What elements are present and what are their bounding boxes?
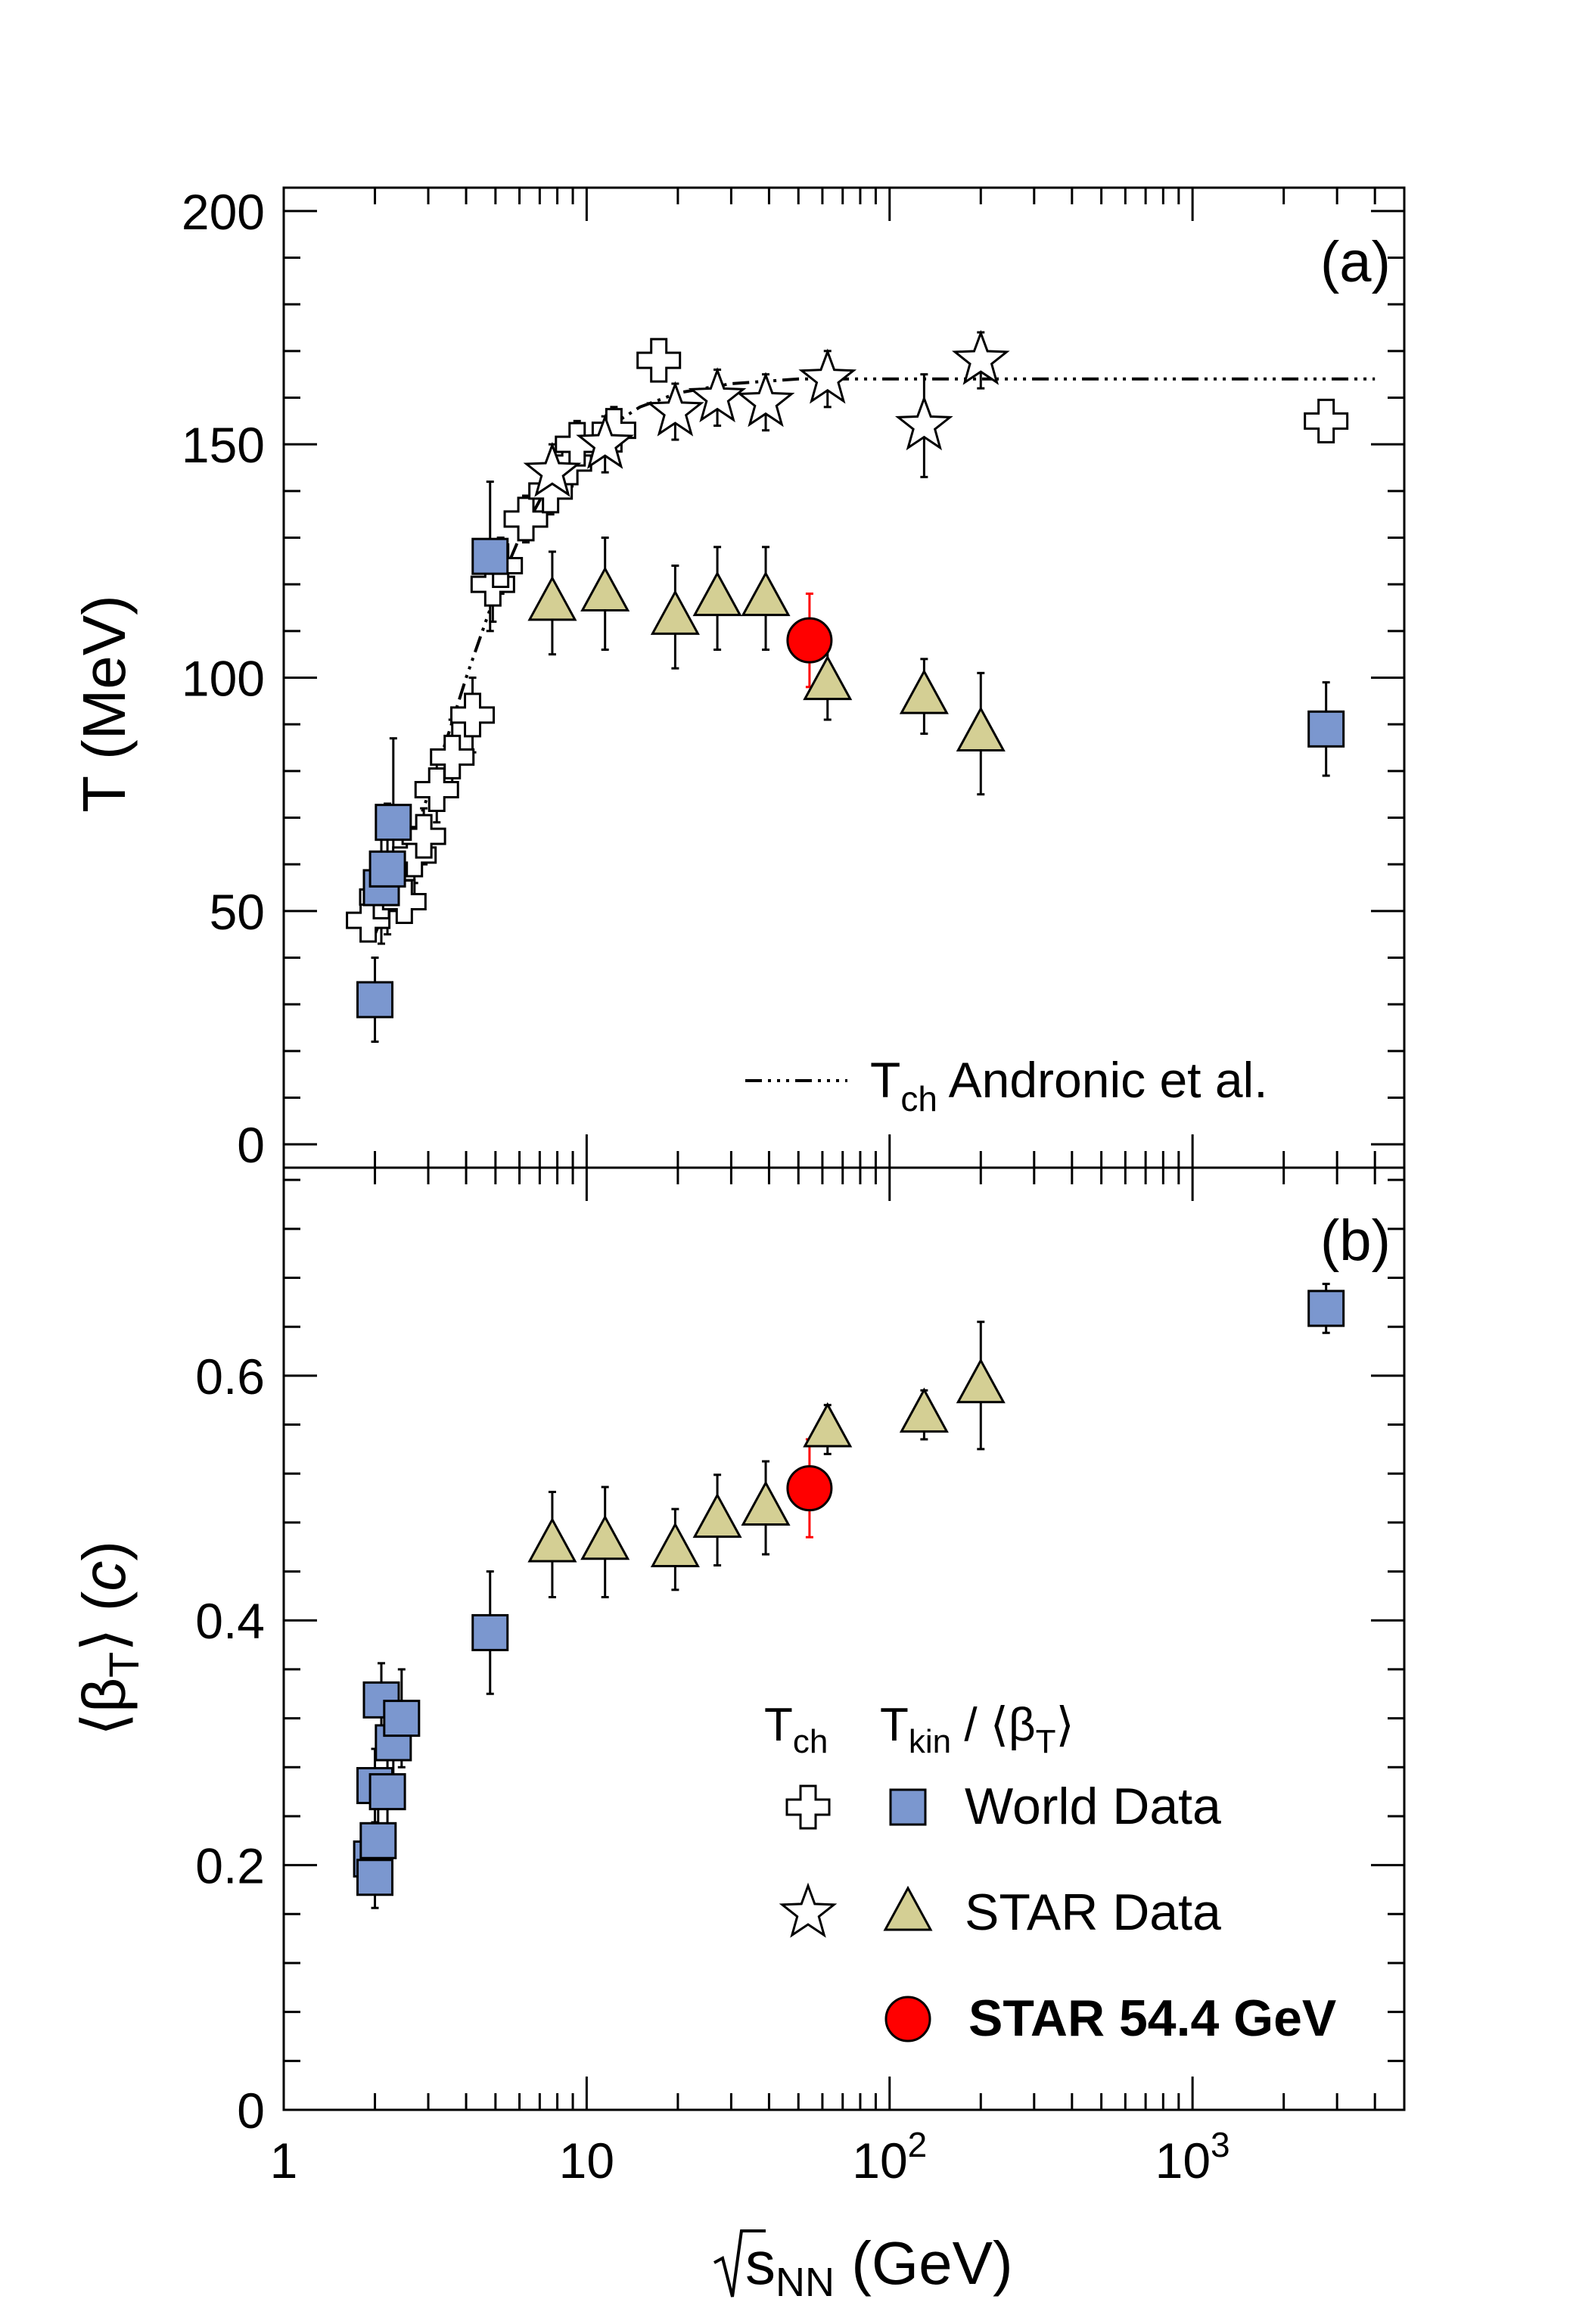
data-point-triangle — [741, 1480, 791, 1526]
svg-text:sNN (GeV): sNN (GeV) — [745, 2229, 1013, 2305]
data-point-triangle — [956, 706, 1006, 751]
y-tick-label: 0 — [237, 1117, 265, 1173]
x-tick-label: 10 — [559, 2133, 614, 2189]
x-tick-label: 103 — [1155, 2125, 1230, 2189]
data-point-triangle — [899, 669, 949, 714]
data-markers — [346, 329, 1349, 1896]
data-point-triangle — [650, 590, 700, 635]
data-point-square — [356, 981, 394, 1019]
data-point-triangle — [692, 571, 742, 617]
andronic-curve — [373, 377, 1376, 935]
data-point-triangle — [899, 1387, 949, 1433]
data-point-triangle — [692, 1492, 742, 1538]
y-tick-label: 50 — [210, 884, 265, 940]
panel-b-ticks: 0 0.2 0.4 0.6 1 10 102 103 — [195, 1168, 1406, 2189]
panel-b-label: (b) — [1320, 1209, 1391, 1273]
legend-label-star-data: STAR Data — [965, 1884, 1221, 1941]
data-point-square — [368, 1773, 406, 1811]
data-point-cross — [450, 692, 496, 738]
data-point-star — [646, 381, 704, 437]
data-point-triangle — [580, 1514, 630, 1560]
data-point-cross — [636, 338, 682, 383]
data-point-star — [576, 413, 635, 469]
y-tick-label: 0.6 — [195, 1349, 265, 1405]
data-point-square — [889, 1788, 927, 1826]
data-point-triangle — [527, 575, 577, 621]
data-point-square — [471, 537, 509, 575]
panel-a-frame — [282, 186, 1406, 1169]
y-tick-label: 0.2 — [195, 1838, 265, 1894]
panel-a-label: (a) — [1320, 230, 1391, 294]
data-point-star — [688, 367, 747, 423]
data-point-triangle — [803, 1402, 853, 1448]
legend-header-tkin: Tkin / ⟨βT⟩ — [880, 1699, 1074, 1760]
data-point-star — [952, 329, 1010, 385]
data-point-square — [471, 1613, 509, 1651]
data-point-triangle — [580, 566, 630, 611]
data-point-triangle — [527, 1517, 577, 1563]
legend-markers — [779, 1784, 933, 2042]
data-point-star — [779, 1882, 838, 1938]
y-tick-label: 100 — [182, 651, 265, 707]
y-tick-label: 0 — [237, 2083, 265, 2139]
data-point-circle — [786, 1465, 833, 1512]
legend-header-tch: Tch — [764, 1699, 828, 1760]
data-point-cross — [1304, 398, 1349, 443]
legend-label-star-54: STAR 54.4 GeV — [968, 1990, 1336, 2047]
legend: Tch Tkin / ⟨βT⟩ World Data STAR Data STA… — [764, 1699, 1336, 2047]
data-point-star — [736, 372, 795, 428]
y-axis-title-b: ⟨βT⟩ (c) — [70, 1541, 148, 1736]
data-point-star — [798, 348, 857, 404]
legend-label-world-data: World Data — [965, 1778, 1221, 1835]
data-point-circle — [884, 1996, 931, 2042]
data-point-triangle — [650, 1522, 700, 1567]
data-point-star — [894, 395, 953, 451]
andronic-legend: Tch Andronic et al. — [745, 1052, 1268, 1118]
data-point-square — [375, 804, 412, 842]
data-point-square — [368, 850, 406, 888]
y-tick-label: 150 — [182, 417, 265, 473]
data-point-cross — [503, 496, 549, 542]
svg-text:Tch Andronic et al.: Tch Andronic et al. — [870, 1052, 1268, 1118]
data-point-circle — [786, 617, 833, 664]
data-point-square — [359, 1822, 397, 1859]
data-point-star — [523, 441, 582, 497]
data-point-cross — [785, 1784, 831, 1830]
data-point-triangle — [803, 655, 853, 701]
data-point-square — [1307, 710, 1345, 748]
x-tick-label: 102 — [852, 2125, 927, 2189]
data-point-triangle — [741, 571, 791, 617]
data-point-cross — [430, 734, 475, 779]
panel-a-ticks: 0 50 100 150 200 — [182, 184, 1406, 1173]
data-point-square — [356, 1859, 394, 1896]
y-axis-title-a: T (MeV) — [70, 595, 138, 812]
data-point-cross — [414, 767, 459, 812]
data-point-cross — [591, 408, 636, 453]
y-tick-label: 0.4 — [195, 1593, 265, 1649]
data-point-square — [383, 1700, 421, 1738]
data-point-triangle — [956, 1358, 1006, 1404]
data-point-square — [1307, 1290, 1345, 1327]
data-point-triangle — [883, 1885, 933, 1931]
x-axis-title: sNN (GeV) — [713, 2229, 1013, 2305]
sqrt-sign — [713, 2229, 766, 2298]
x-tick-label: 1 — [270, 2133, 298, 2189]
panel-b-frame — [282, 1166, 1406, 2111]
y-tick-label: 200 — [182, 184, 265, 240]
